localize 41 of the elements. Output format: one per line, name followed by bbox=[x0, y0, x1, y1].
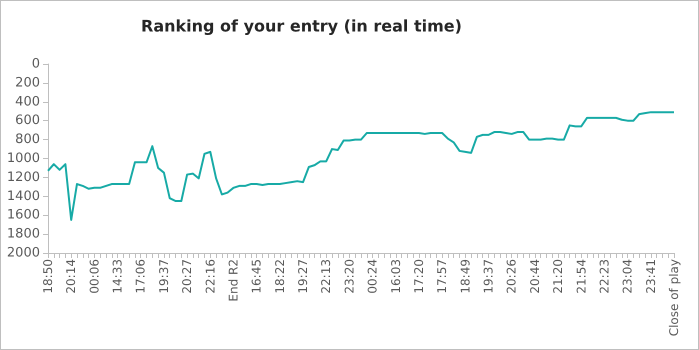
x-tick-label: 17:20 bbox=[412, 259, 426, 294]
y-tick-label: 0 bbox=[32, 56, 40, 72]
y-tick-label: 1800 bbox=[6, 226, 40, 242]
x-tick-label: 20:26 bbox=[504, 259, 519, 294]
y-tick-label: 400 bbox=[15, 94, 40, 110]
x-tick-label: 20:27 bbox=[180, 259, 194, 294]
x-tick-label: 00:06 bbox=[87, 259, 102, 294]
x-tick-label: 18:50 bbox=[41, 259, 55, 294]
x-tick-label: 23:04 bbox=[620, 259, 635, 294]
y-tick-label: 1400 bbox=[6, 188, 40, 204]
x-tick-label: 19:27 bbox=[296, 259, 310, 294]
x-tick-label: 16:03 bbox=[388, 259, 403, 294]
x-tick-label: 00:24 bbox=[366, 259, 380, 294]
y-tick-label: 600 bbox=[15, 113, 40, 128]
y-tick-label: 800 bbox=[15, 132, 40, 148]
x-tick-label: 17:06 bbox=[134, 259, 148, 294]
x-tick-label: 21:54 bbox=[574, 259, 588, 294]
y-tick-label: 2000 bbox=[6, 246, 40, 260]
x-tick-label: 19:37 bbox=[482, 259, 496, 294]
x-tick-label: 20:14 bbox=[64, 259, 78, 294]
x-tick-label: 16:45 bbox=[250, 259, 264, 294]
x-tick-label: 14:33 bbox=[110, 259, 125, 294]
x-tick-label: 18:49 bbox=[458, 259, 472, 294]
x-tick-label: 21:20 bbox=[551, 259, 566, 294]
y-tick-label: 200 bbox=[15, 75, 40, 90]
x-tick-label: 22:13 bbox=[319, 259, 334, 294]
x-tick-label: 19:37 bbox=[156, 259, 171, 294]
x-tick-label: 22:23 bbox=[597, 259, 612, 294]
line-series bbox=[47, 111, 675, 221]
y-tick-label: 1000 bbox=[6, 151, 40, 166]
x-tick-label: 23:41 bbox=[644, 259, 658, 294]
x-tick-label: End R2 bbox=[226, 259, 240, 302]
x-tick-label: 17:57 bbox=[435, 259, 450, 294]
x-tick-label: 20:44 bbox=[528, 259, 542, 294]
x-tick-label: 23:20 bbox=[342, 259, 356, 294]
x-tick-label: 22:16 bbox=[203, 259, 218, 294]
chart-title: Ranking of your entry (in real time) bbox=[141, 16, 462, 36]
x-tick-label: 18:22 bbox=[272, 259, 287, 294]
x-tick-label: Close of play bbox=[667, 259, 681, 336]
y-tick-label: 1600 bbox=[6, 208, 40, 223]
y-tick-label: 1200 bbox=[6, 170, 40, 185]
